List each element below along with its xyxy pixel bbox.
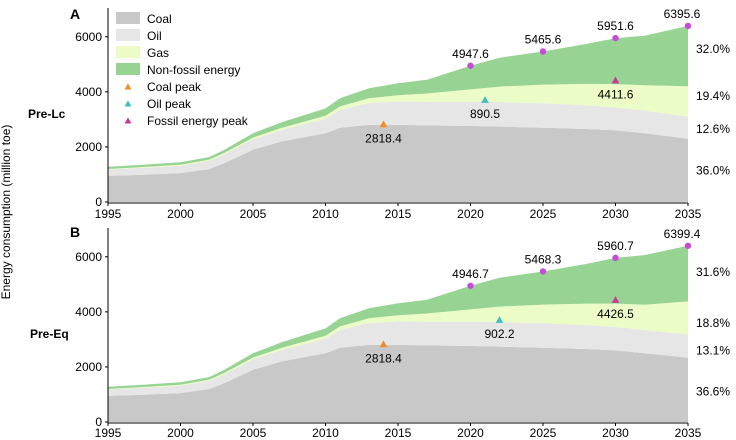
legend-label: Oil peak (147, 97, 192, 111)
total-value-label: 6395.6 (664, 7, 701, 21)
x-tick-label: 2035 (675, 426, 702, 440)
legend-marker (124, 83, 132, 90)
x-tick-label: 2015 (385, 426, 412, 440)
legend-marker (124, 100, 132, 107)
share-label: 18.8% (696, 316, 730, 330)
nonfossil-area (108, 245, 688, 389)
scenario-label: Pre-Lc (28, 107, 66, 121)
panel-b: 1995 2000 2005 2010 2015 2020 2025 2030 2035 0 200… (30, 224, 730, 440)
panel-letter: B (70, 224, 80, 240)
coal-peak-label: 2818.4 (365, 131, 402, 145)
share-label: 13.1% (696, 343, 730, 357)
x-tick-label: 2005 (240, 207, 267, 221)
y-tick-label: 2000 (75, 360, 102, 374)
total-value-label: 4946.7 (452, 267, 489, 281)
x-tick-label: 2020 (457, 207, 484, 221)
share-label: 19.4% (696, 89, 730, 103)
legend-label: Gas (147, 46, 169, 60)
fossil-peak-label: 4411.6 (598, 88, 634, 102)
x-tick-label: 2015 (385, 207, 412, 221)
share-label: 12.6% (696, 122, 730, 136)
x-tick-label: 2010 (312, 426, 339, 440)
coal-peak-marker (379, 340, 388, 348)
total-point (684, 242, 692, 249)
total-value-label: 5960.7 (597, 239, 634, 253)
total-value-label: 5465.6 (525, 32, 562, 46)
x-tick-label: 2000 (167, 426, 194, 440)
legend-swatch (116, 12, 140, 24)
oil-area (108, 101, 688, 176)
x-tick-label: 1995 (95, 426, 122, 440)
legend-label: Oil (147, 29, 162, 43)
x-tick-label: 2020 (457, 426, 484, 440)
legend-label: Fossil energy peak (147, 114, 249, 128)
x-tick-label: 2035 (675, 207, 702, 221)
fossil-peak-marker (611, 296, 620, 303)
oil-peak-label: 902.2 (484, 327, 514, 341)
y-axis-title: Energy consumption (million toe) (0, 125, 13, 300)
y-tick-label: 0 (95, 415, 102, 429)
share-label: 32.0% (696, 42, 730, 56)
legend-swatch (116, 63, 140, 75)
x-tick-label: 2010 (312, 207, 339, 221)
x-tick-label: 1995 (95, 207, 122, 221)
total-point (467, 62, 474, 69)
legend: Coal Oil Gas Non-fossil energy Coal peak Oil … (116, 12, 249, 128)
x-tick-label: 2030 (602, 426, 629, 440)
share-label: 36.0% (696, 163, 730, 177)
coal-area (108, 124, 688, 202)
x-tick-label: 2030 (602, 207, 629, 221)
total-value-label: 5468.3 (525, 252, 562, 266)
legend-label: Coal peak (147, 80, 202, 94)
total-value-label: 6399.4 (664, 227, 701, 241)
coal-area (108, 344, 688, 422)
oil-peak-marker (481, 96, 489, 103)
y-tick-label: 4000 (75, 85, 102, 99)
x-tick-label: 2005 (240, 426, 267, 440)
nonfossil-area (108, 25, 688, 170)
oil-area (108, 321, 688, 396)
coal-peak-marker (379, 120, 388, 128)
panel-a: 1995 2000 2005 2010 2015 2020 2025 2030 2035 0 200… (28, 6, 730, 221)
total-value-label: 5951.6 (597, 19, 634, 33)
total-point (539, 268, 547, 275)
legend-label: Coal (147, 12, 172, 26)
total-point (539, 48, 547, 55)
x-tick-label: 2025 (530, 207, 557, 221)
legend-label: Non-fossil energy (147, 63, 240, 77)
x-tick-label: 2000 (167, 207, 194, 221)
share-label: 36.6% (696, 385, 730, 399)
oil-peak-marker (495, 316, 504, 323)
total-point (612, 34, 619, 42)
y-tick-label: 6000 (75, 250, 102, 264)
total-point (684, 22, 692, 30)
total-point (612, 254, 619, 262)
legend-swatch (116, 46, 140, 58)
fossil-peak-label: 4426.5 (597, 307, 634, 321)
total-value-label: 4947.6 (452, 47, 489, 61)
y-tick-label: 2000 (75, 140, 102, 154)
oil-peak-label: 890.5 (470, 107, 500, 121)
panel-letter: A (70, 6, 80, 22)
coal-peak-label: 2818.4 (365, 351, 402, 365)
gas-area (108, 83, 688, 170)
legend-marker (124, 117, 132, 124)
y-tick-label: 6000 (75, 30, 102, 44)
scenario-label: Pre-Eq (30, 327, 69, 341)
y-tick-label: 0 (95, 195, 102, 209)
total-point (467, 282, 474, 289)
x-tick-label: 2025 (530, 426, 557, 440)
gas-area (108, 301, 688, 390)
y-tick-label: 4000 (75, 305, 102, 319)
share-label: 31.6% (696, 265, 730, 279)
legend-swatch (116, 29, 140, 41)
fossil-peak-marker (611, 76, 620, 84)
